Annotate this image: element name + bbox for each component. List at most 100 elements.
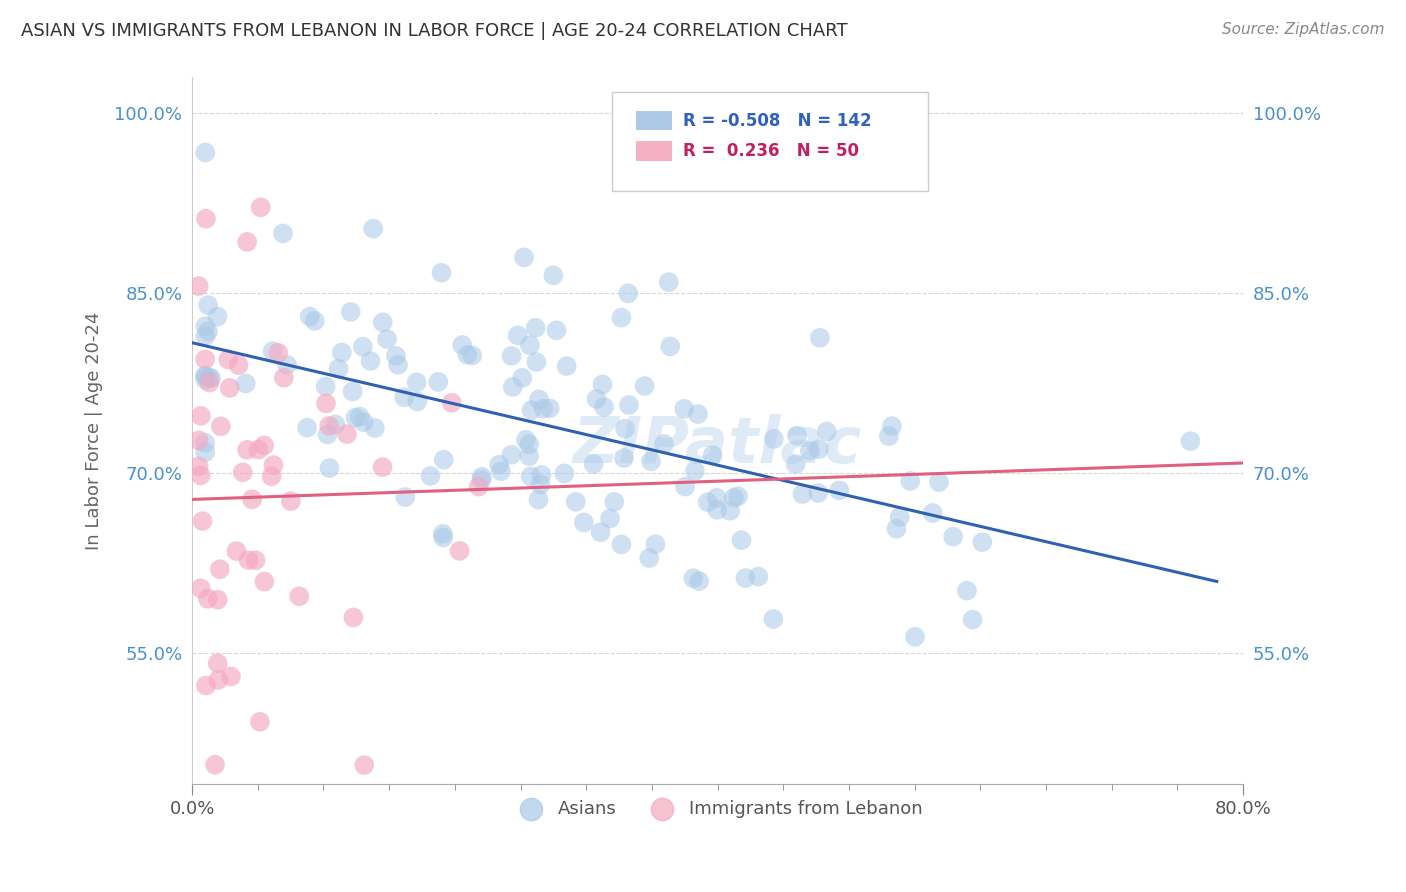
Point xyxy=(430,266,453,280)
Point xyxy=(304,314,326,328)
Point xyxy=(546,323,568,337)
Point xyxy=(190,468,212,483)
Point xyxy=(659,339,682,353)
Point xyxy=(792,487,814,501)
Point xyxy=(194,329,217,343)
Point xyxy=(232,465,254,479)
Point xyxy=(235,376,257,391)
Point xyxy=(394,490,416,504)
Point xyxy=(538,401,561,416)
Point xyxy=(405,376,427,390)
Point xyxy=(236,235,259,249)
Point xyxy=(723,491,745,505)
Point xyxy=(245,553,267,567)
Point xyxy=(593,400,616,414)
Point xyxy=(942,530,965,544)
Point xyxy=(734,571,756,585)
Legend: Asians, Immigrants from Lebanon: Asians, Immigrants from Lebanon xyxy=(506,792,929,825)
Point xyxy=(385,349,408,363)
Point xyxy=(543,268,565,283)
Point xyxy=(673,401,696,416)
Point xyxy=(1180,434,1202,449)
Point xyxy=(323,417,346,432)
Point xyxy=(470,473,492,487)
Point xyxy=(688,574,710,589)
Point xyxy=(449,544,471,558)
Point xyxy=(249,200,271,214)
Point xyxy=(520,403,543,417)
Point xyxy=(555,359,578,373)
Point xyxy=(501,448,523,462)
Point xyxy=(456,348,478,362)
Point xyxy=(247,442,270,457)
Point xyxy=(652,437,675,451)
FancyBboxPatch shape xyxy=(636,111,672,130)
Point xyxy=(194,352,217,367)
Point xyxy=(502,380,524,394)
Point xyxy=(886,522,908,536)
Point xyxy=(419,469,441,483)
Point xyxy=(218,381,240,395)
Point xyxy=(295,420,318,434)
Point xyxy=(432,526,454,541)
Point xyxy=(273,371,295,385)
Point xyxy=(187,434,209,448)
Point xyxy=(207,657,229,671)
Point xyxy=(191,514,214,528)
Point xyxy=(336,427,359,442)
Point xyxy=(200,371,222,385)
Point xyxy=(342,384,364,399)
Point xyxy=(898,474,921,488)
Point xyxy=(572,516,595,530)
Point xyxy=(617,286,640,301)
Point xyxy=(318,461,340,475)
Point xyxy=(815,425,838,439)
Point xyxy=(190,582,212,596)
Point xyxy=(614,422,637,436)
Point xyxy=(683,464,706,478)
Point xyxy=(330,345,353,359)
Point xyxy=(519,469,541,483)
Point xyxy=(225,544,247,558)
Point xyxy=(190,409,212,423)
Point xyxy=(353,415,375,429)
Point xyxy=(316,427,339,442)
Point xyxy=(315,396,337,410)
Point xyxy=(375,332,398,346)
Point xyxy=(807,442,830,457)
Point xyxy=(718,504,741,518)
Point xyxy=(613,450,636,465)
Point xyxy=(807,486,830,500)
Point xyxy=(217,352,239,367)
Point xyxy=(342,610,364,624)
Point xyxy=(877,429,900,443)
Point xyxy=(197,298,219,312)
Point xyxy=(510,371,533,385)
Point xyxy=(187,849,209,863)
Point xyxy=(197,591,219,606)
Point xyxy=(921,506,943,520)
Text: ZIPatlас: ZIPatlас xyxy=(572,414,862,476)
Point xyxy=(524,320,547,334)
Point xyxy=(208,562,231,576)
Text: R =  0.236   N = 50: R = 0.236 N = 50 xyxy=(683,142,859,160)
Point xyxy=(530,467,553,482)
Point xyxy=(207,673,229,687)
Point xyxy=(219,669,242,683)
Point xyxy=(785,457,807,471)
Point xyxy=(353,758,375,772)
Point xyxy=(253,438,276,452)
Point xyxy=(187,279,209,293)
Point xyxy=(599,511,621,525)
Point xyxy=(730,533,752,548)
Point xyxy=(527,492,550,507)
Point xyxy=(288,590,311,604)
Point xyxy=(236,442,259,457)
Point xyxy=(706,503,728,517)
Point xyxy=(633,379,655,393)
Point xyxy=(187,459,209,474)
Point xyxy=(962,613,984,627)
Point xyxy=(706,491,728,505)
Point xyxy=(440,396,463,410)
Point xyxy=(468,479,491,493)
